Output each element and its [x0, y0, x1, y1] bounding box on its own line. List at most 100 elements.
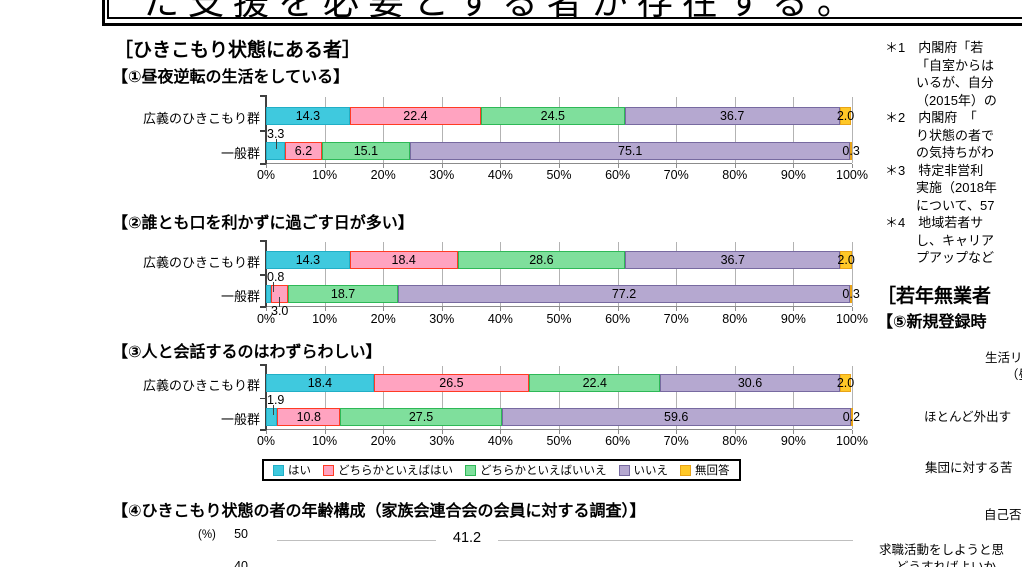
bar-segment	[266, 251, 350, 269]
x-tick-label: 80%	[722, 434, 748, 448]
bar-segment	[624, 107, 840, 125]
gridline	[383, 97, 385, 163]
legend-label: はい	[288, 465, 311, 477]
bar-segment	[410, 142, 851, 160]
bar-segment-label: 0.3	[842, 144, 860, 158]
leader-line	[275, 139, 277, 149]
x-tick-label: 30%	[429, 434, 455, 448]
bar-segment	[660, 374, 840, 392]
footnote-marker-line: ＊4 地域若者サ	[885, 215, 984, 230]
category-label: 一般群	[220, 146, 260, 161]
legend-label: どちらかといえばいいえ	[480, 465, 607, 477]
bar-segment	[288, 285, 398, 303]
x-axis-tick	[383, 307, 385, 311]
どちらかといえばいいえ-swatch-icon	[465, 464, 476, 476]
x-axis-tick	[383, 164, 385, 168]
x-tick-label: 50%	[546, 434, 572, 448]
y-axis-tick	[260, 306, 266, 308]
bar-segment-label: 22.4	[582, 376, 607, 390]
x-tick-label: 30%	[429, 168, 455, 182]
x-tick-label: 40%	[487, 168, 513, 182]
bar-segment-label: 2.0	[836, 376, 855, 390]
callout-label: 1.9	[267, 393, 285, 407]
footnote-continuation-line: り状態の者で	[916, 127, 995, 143]
summary-box-outer-border	[102, 0, 1022, 26]
leader-line	[279, 297, 281, 307]
いいえ-swatch-icon	[618, 464, 630, 476]
bar-segment-label: 14.3	[295, 109, 321, 123]
x-tick-label: 100%	[836, 434, 868, 448]
y-axis-tick	[260, 397, 266, 399]
bar-segment-label: 18.4	[391, 253, 416, 267]
footnote-continuation-line: （2015年）の	[916, 92, 997, 108]
footnote-continuation-line: いるが、自分	[916, 75, 994, 90]
x-axis-tick	[852, 307, 853, 311]
gridline	[676, 366, 678, 429]
bar-segment	[457, 251, 626, 269]
bar-segment	[839, 107, 852, 125]
gridline	[617, 366, 619, 429]
y-axis-tick	[260, 274, 266, 276]
bar-segment	[481, 107, 625, 125]
bar-segment	[349, 107, 482, 125]
bar-segment	[839, 374, 852, 392]
x-axis-tick	[734, 307, 736, 311]
gridline	[383, 366, 385, 429]
footnote-continuation-line: プアップなど	[916, 250, 995, 265]
x-axis-tick	[324, 307, 326, 311]
legend-item: はい	[273, 462, 311, 478]
bar-segment	[349, 251, 458, 269]
gridline	[559, 97, 560, 163]
chart-legend: はい どちらかといえばはい どちらかといえばいいえ いいえ 無回答	[262, 459, 741, 481]
x-axis-tick	[324, 164, 326, 168]
gridline	[559, 366, 560, 429]
x-tick-label: 20%	[370, 168, 396, 182]
bar-segment	[850, 408, 853, 426]
x-axis-tick	[266, 307, 267, 311]
bar-segment	[501, 408, 851, 426]
x-axis	[266, 306, 852, 307]
gridline	[734, 366, 736, 429]
footnote-marker-line: ＊2 内閣府 「	[885, 110, 977, 125]
bar-segment-label: 22.4	[403, 109, 428, 123]
summary-box-inner-border	[107, 0, 1022, 19]
x-tick-label: 0%	[256, 434, 276, 448]
どちらかといえばはい-swatch-icon	[323, 464, 334, 476]
bar-segment	[285, 142, 322, 160]
gridline	[852, 366, 853, 429]
x-tick-label: 70%	[663, 168, 689, 182]
x-axis-tick	[266, 430, 267, 434]
x-axis-tick	[617, 164, 619, 168]
y-axis-tick	[260, 364, 266, 366]
x-axis-tick	[500, 430, 502, 434]
gridline	[617, 97, 619, 163]
gridline	[734, 97, 736, 163]
category-label: 一般群	[220, 289, 260, 304]
x-axis-tick	[793, 307, 795, 311]
leader-line	[273, 405, 274, 415]
x-tick-label: 100%	[836, 312, 868, 326]
x-tick-label: 90%	[780, 434, 806, 448]
footnote-continuation-line: 実施（2018年	[916, 180, 997, 195]
footnote-marker-line: ＊3 特定非営利	[885, 162, 984, 178]
legend-label: いいえ	[633, 465, 669, 477]
gridline	[793, 97, 795, 163]
callout-label: 3.0	[271, 304, 289, 318]
bar-segment-label: 77.2	[611, 287, 637, 301]
x-axis-tick	[676, 430, 678, 434]
gridline	[324, 97, 326, 163]
x-tick-label: 50%	[546, 168, 572, 182]
y-axis-tick	[260, 130, 266, 132]
x-axis-tick	[500, 307, 502, 311]
chart4-ytick-50: 50	[234, 527, 248, 541]
x-axis	[266, 163, 852, 164]
bar-segment-label: 30.6	[737, 376, 763, 390]
legend-label: 無回答	[695, 465, 730, 477]
bar-segment	[340, 408, 502, 426]
x-tick-label: 20%	[370, 434, 396, 448]
x-tick-label: 0%	[256, 168, 276, 182]
x-tick-label: 80%	[722, 312, 748, 326]
x-axis-tick	[441, 430, 443, 434]
